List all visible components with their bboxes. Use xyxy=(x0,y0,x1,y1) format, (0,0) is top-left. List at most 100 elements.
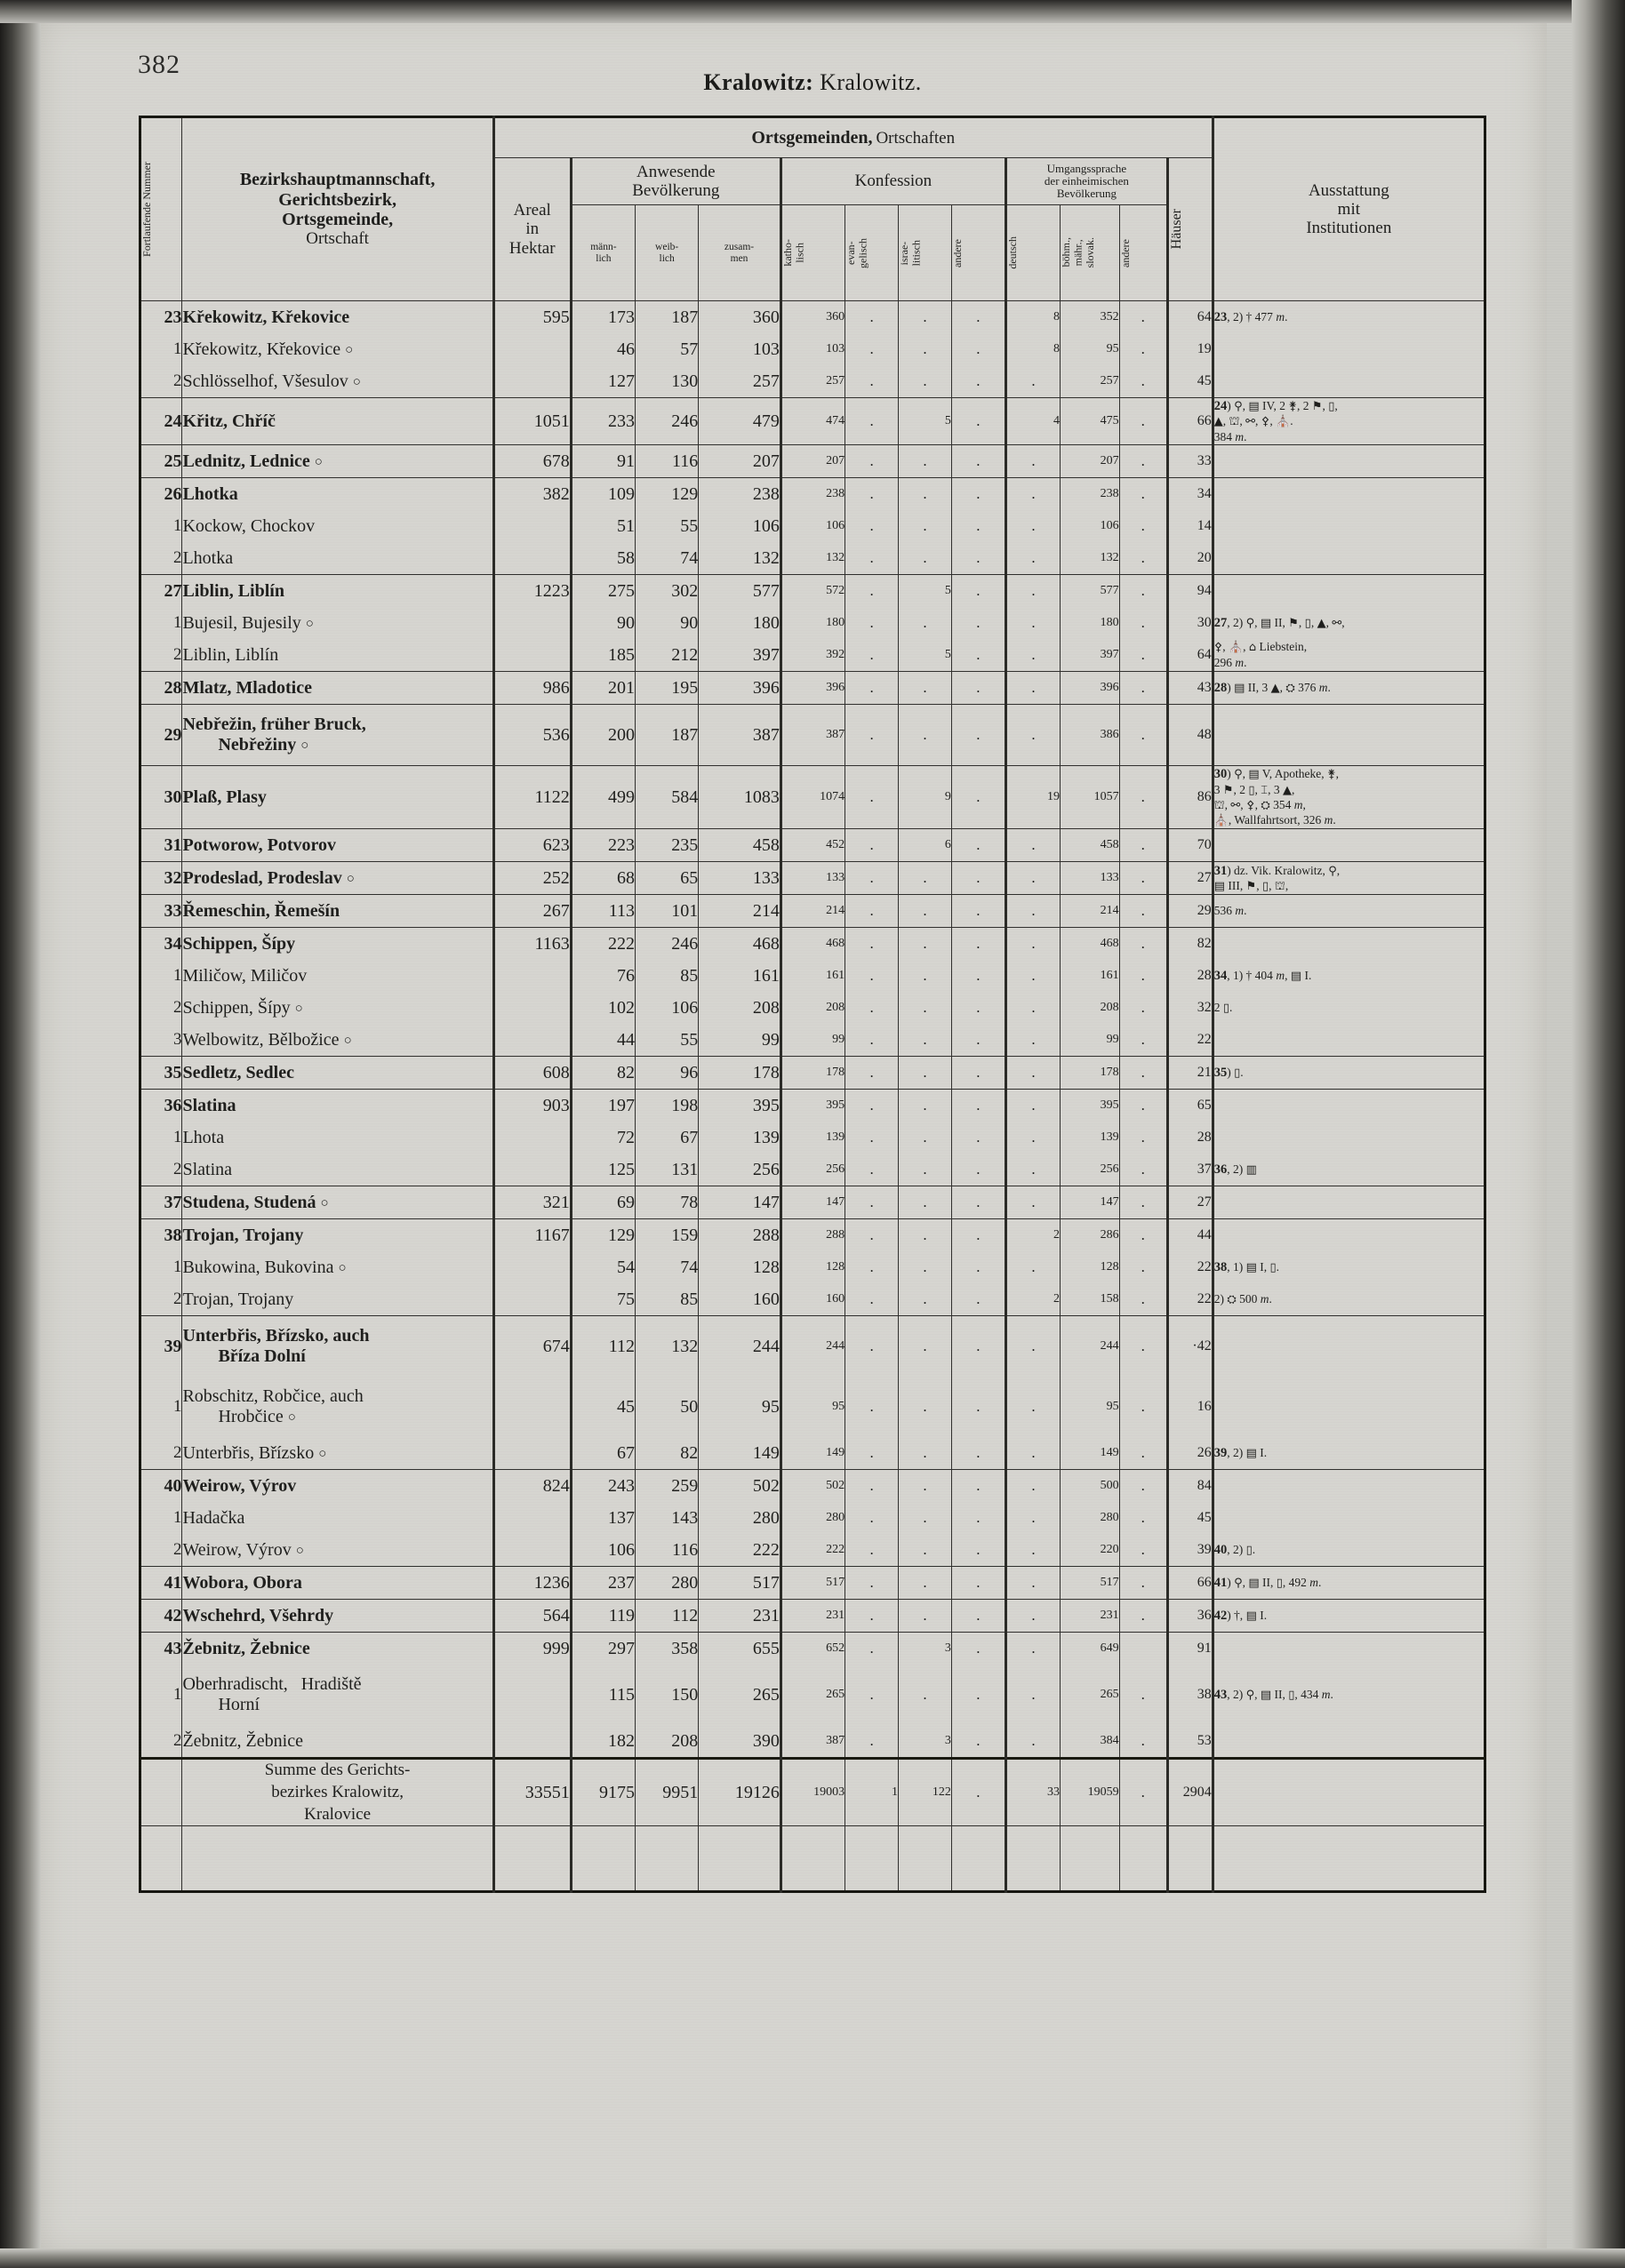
circle-marker: ○ xyxy=(318,1446,327,1461)
row-deutsch: . xyxy=(1004,1056,1061,1090)
row-number: 38 xyxy=(139,1218,183,1252)
row-areal xyxy=(492,1437,572,1471)
row-boehmisch: 128 xyxy=(1059,1251,1120,1284)
row-maennlich: 58 xyxy=(569,542,636,576)
summary-weiblich: 9951 xyxy=(635,1757,700,1827)
row-katholisch: 207 xyxy=(779,444,846,479)
table-row: 23 Křekowitz, Křekovice 595 173 187 360 360...… xyxy=(139,300,1486,333)
row-evangelisch: . xyxy=(845,1251,900,1284)
row-maennlich: 113 xyxy=(569,894,636,929)
row-israelitisch: . xyxy=(898,1534,952,1568)
row-israelitisch: . xyxy=(898,1469,952,1503)
row-haeuser: 21 xyxy=(1165,1056,1213,1090)
row-haeuser: 34 xyxy=(1165,477,1213,511)
row-israelitisch: . xyxy=(898,1566,952,1601)
row-areal xyxy=(492,992,572,1025)
row-katholisch: 238 xyxy=(779,477,846,511)
row-areal xyxy=(492,333,572,365)
row-number: 34 xyxy=(139,927,183,961)
row-maennlich: 297 xyxy=(569,1632,636,1665)
row-katholisch: 149 xyxy=(779,1437,846,1471)
row-katholisch: 360 xyxy=(779,300,846,333)
row-boehmisch: 220 xyxy=(1059,1534,1120,1568)
row-andere-sprache: . xyxy=(1118,300,1168,333)
row-ausstattung: ⚴, ⛪, ⌂ Liebstein, 296 m. xyxy=(1211,639,1486,673)
row-boehmisch: 158 xyxy=(1059,1283,1120,1317)
row-boehmisch: 280 xyxy=(1059,1502,1120,1535)
row-weiblich: 302 xyxy=(635,574,700,608)
row-zusammen: 222 xyxy=(698,1534,781,1568)
row-boehmisch: 386 xyxy=(1059,704,1120,767)
row-boehmisch: 1057 xyxy=(1059,765,1120,830)
table-row: 1 Bujesil, Bujesily ○ 90 90 180 180.... 180. 30… xyxy=(139,607,1486,640)
row-katholisch: 468 xyxy=(779,927,846,961)
row-number: 31 xyxy=(139,828,183,863)
row-zusammen: 149 xyxy=(698,1437,781,1471)
row-zusammen: 397 xyxy=(698,639,781,673)
row-weiblich: 130 xyxy=(635,365,700,398)
row-katholisch: 395 xyxy=(779,1089,846,1122)
row-place-name: Křekowitz, Křekovice ○ xyxy=(181,333,495,365)
row-areal: 903 xyxy=(492,1089,572,1122)
header-place-column: Bezirkshauptmannschaft, Gerichtsbezirk, … xyxy=(181,116,495,301)
row-place-name: Nebřežin, früher Bruck, Nebřežiny ○ xyxy=(181,704,495,767)
row-andere-konfession: . xyxy=(950,574,1006,608)
row-deutsch: . xyxy=(1004,1251,1061,1284)
row-ausstattung: 27, 2) ⚲, ▤ II, ⚑, ▯, ▲, ⚯, xyxy=(1211,607,1486,640)
row-israelitisch: . xyxy=(898,1218,952,1252)
row-israelitisch: . xyxy=(898,607,952,640)
row-israelitisch: . xyxy=(898,704,952,767)
row-maennlich: 200 xyxy=(569,704,636,767)
row-evangelisch: . xyxy=(845,639,900,673)
table-row: 2 Unterbřis, Břízsko ○ 67 82 149 149.... 149. 2… xyxy=(139,1437,1486,1471)
row-andere-sprache: . xyxy=(1118,1218,1168,1252)
row-maennlich: 90 xyxy=(569,607,636,640)
row-weiblich: 246 xyxy=(635,927,700,961)
row-haeuser: 27 xyxy=(1165,1186,1213,1220)
row-deutsch: . xyxy=(1004,1154,1061,1187)
row-evangelisch: . xyxy=(845,960,900,993)
row-israelitisch: . xyxy=(898,1056,952,1090)
row-israelitisch: . xyxy=(898,960,952,993)
row-deutsch: . xyxy=(1004,1599,1061,1633)
row-andere-konfession: . xyxy=(950,542,1006,576)
row-ausstattung: 41) ⚲, ▤ II, ▯, 492 m. xyxy=(1211,1566,1486,1601)
row-maennlich: 109 xyxy=(569,477,636,511)
row-evangelisch: . xyxy=(845,300,900,333)
row-evangelisch: . xyxy=(845,1665,900,1726)
summary-maennlich: 9175 xyxy=(569,1757,636,1827)
row-katholisch: 257 xyxy=(779,365,846,398)
row-number: 3 xyxy=(139,1024,183,1058)
table-row: 2 Lhotka 58 74 132 132.... 132. 20 xyxy=(139,542,1486,576)
row-areal xyxy=(492,960,572,993)
row-ausstattung xyxy=(1211,1502,1486,1535)
row-areal: 536 xyxy=(492,704,572,767)
summary-andere-sprache: . xyxy=(1118,1757,1168,1827)
row-deutsch: . xyxy=(1004,1437,1061,1471)
row-deutsch: 8 xyxy=(1004,333,1061,365)
row-haeuser: 16 xyxy=(1165,1377,1213,1438)
row-number: 2 xyxy=(139,639,183,673)
row-areal: 1122 xyxy=(492,765,572,830)
header-evangelisch: evan-gelisch xyxy=(845,204,900,301)
row-boehmisch: 649 xyxy=(1059,1632,1120,1665)
row-evangelisch: . xyxy=(845,1377,900,1438)
row-boehmisch: 207 xyxy=(1059,444,1120,479)
table-row: 30 Plaß, Plasy 1122 499 584 1083 1074. 9. 19 1057… xyxy=(139,765,1486,830)
row-areal: 608 xyxy=(492,1056,572,1090)
row-weiblich: 195 xyxy=(635,671,700,706)
row-zusammen: 207 xyxy=(698,444,781,479)
row-katholisch: 160 xyxy=(779,1283,846,1317)
row-evangelisch: . xyxy=(845,1154,900,1187)
row-ausstattung: 28) ▤ II, 3 ▲, ⛭ 376 m. xyxy=(1211,671,1486,706)
row-place-name: Bukowina, Bukovina ○ xyxy=(181,1251,495,1284)
table-row: 26 Lhotka 382 109 129 238 238.... 238. 34 xyxy=(139,477,1486,511)
row-andere-sprache: . xyxy=(1118,1725,1168,1760)
row-andere-konfession: . xyxy=(950,1377,1006,1438)
running-head-sub: Kralowitz. xyxy=(820,69,922,95)
row-weiblich: 212 xyxy=(635,639,700,673)
row-place-name: Křitz, Chříč xyxy=(181,396,495,446)
row-haeuser: 66 xyxy=(1165,396,1213,446)
row-andere-sprache: . xyxy=(1118,574,1168,608)
row-israelitisch: 5 xyxy=(898,639,952,673)
